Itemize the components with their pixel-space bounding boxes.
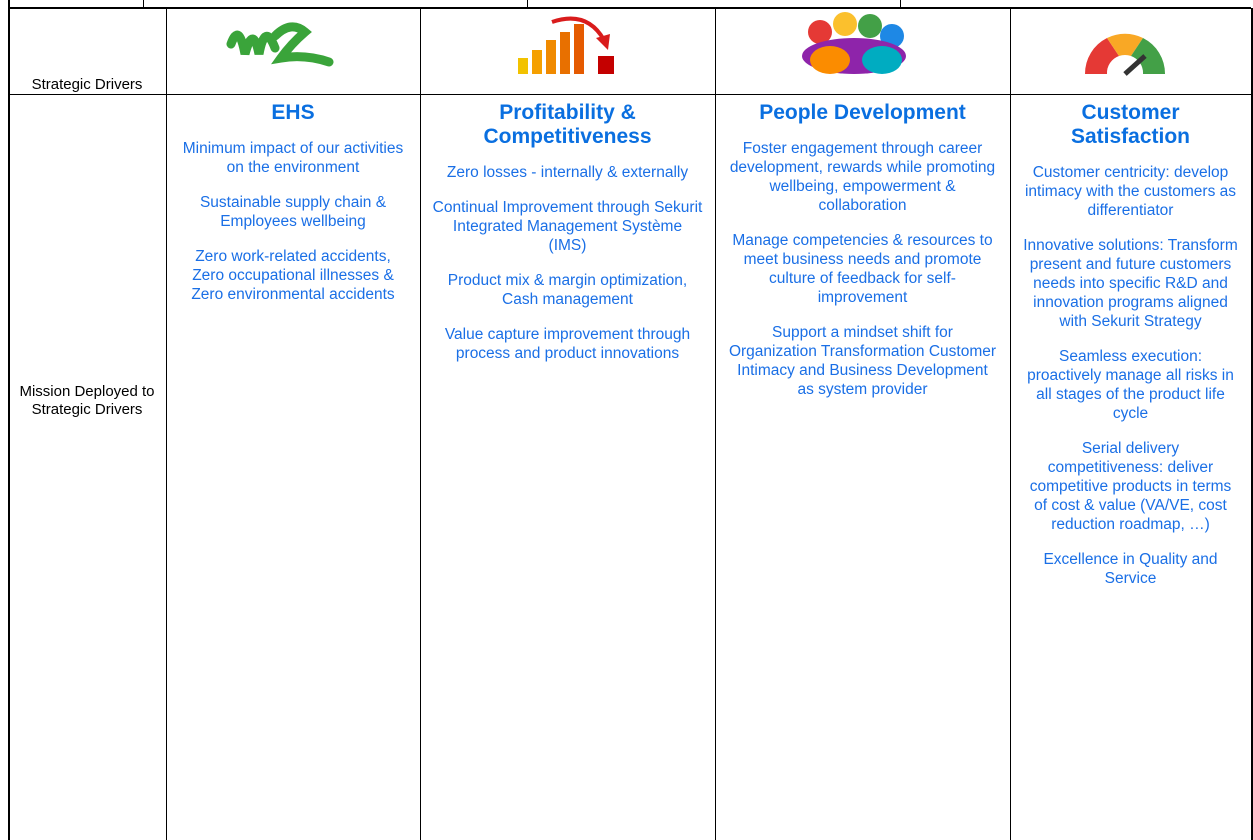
column-title: Customer Satisfaction	[1070, 101, 1191, 148]
border	[1010, 8, 1011, 840]
column-title: People Development	[759, 101, 966, 124]
item: Manage competencies & resources to meet …	[732, 232, 993, 306]
item: Innovative solutions: Transform present …	[1023, 237, 1238, 330]
border	[420, 8, 421, 840]
item: Foster engagement through career develop…	[729, 140, 996, 214]
border	[166, 8, 167, 840]
item: Minimum impact of our activities on the …	[182, 140, 404, 176]
item: Continual Improvement through Sekurit In…	[432, 199, 703, 254]
item: Seamless execution: proactively manage a…	[1027, 348, 1234, 422]
item: Product mix & margin optimization, Cash …	[447, 272, 688, 308]
ehs-icon	[226, 22, 334, 67]
column: EHS Minimum impact of our activities on t…	[166, 95, 420, 320]
item: Serial delivery competitiveness: deliver…	[1029, 440, 1232, 533]
border	[900, 0, 901, 8]
item: Excellence in Quality and Service	[1043, 551, 1218, 587]
item: Zero losses - internally & externally	[446, 164, 689, 181]
item: Customer centricity: develop intimacy wi…	[1024, 164, 1237, 219]
item: Zero work-related accidents, Zero occupa…	[191, 248, 395, 303]
row-label: Mission Deployed to Strategic Drivers	[19, 383, 155, 418]
border	[143, 0, 144, 8]
column-title: EHS	[271, 101, 315, 124]
profit-icon	[518, 16, 614, 74]
border	[527, 0, 528, 8]
border	[8, 0, 10, 8]
column: People Development Foster engagement thro…	[715, 95, 1010, 415]
column: Customer Satisfaction Customer centricity…	[1010, 95, 1251, 604]
column-title: Profitability & Competitiveness	[483, 101, 652, 148]
border	[8, 94, 1251, 95]
people-icon	[802, 12, 906, 74]
column: Profitability & Competitiveness Zero loss…	[420, 95, 715, 379]
border	[1251, 8, 1253, 840]
border	[8, 7, 1251, 9]
item: Value capture improvement through proces…	[444, 326, 691, 362]
satisfaction-icon	[1084, 33, 1166, 76]
item: Sustainable supply chain & Employees wel…	[199, 194, 387, 230]
border	[8, 8, 10, 840]
item: Support a mindset shift for Organization…	[728, 324, 997, 398]
border	[715, 8, 716, 840]
row-label: Strategic Drivers	[31, 76, 143, 93]
